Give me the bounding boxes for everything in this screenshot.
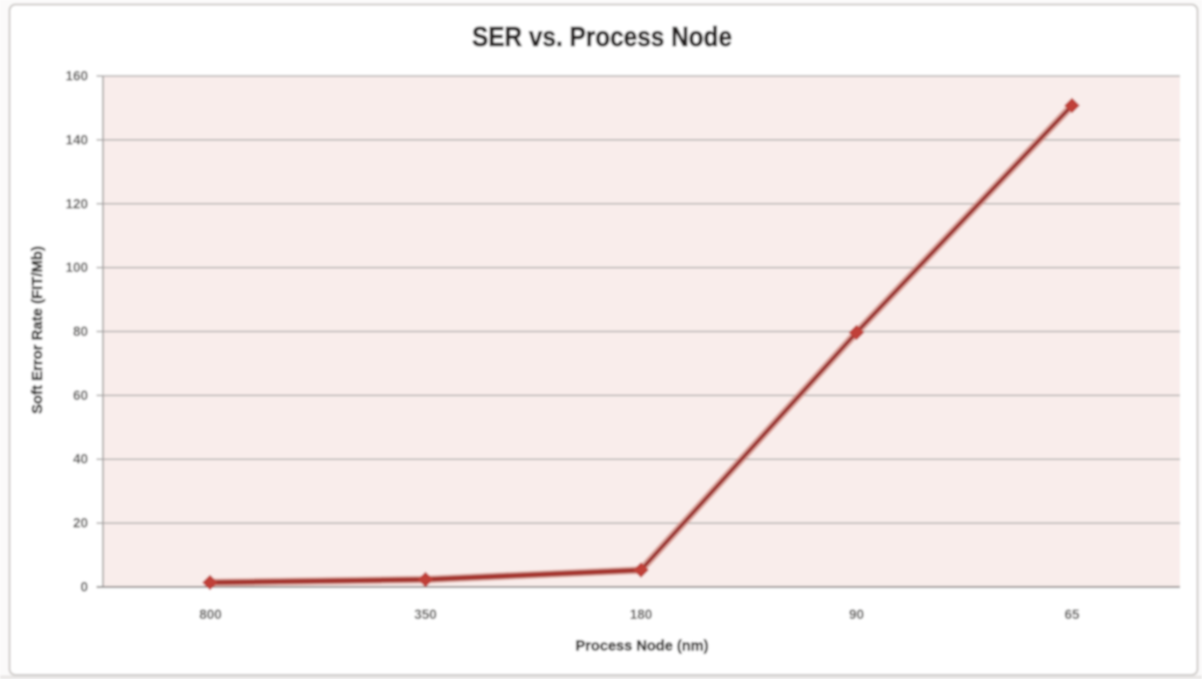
svg-text:80: 80	[73, 324, 88, 339]
svg-text:800: 800	[199, 607, 222, 622]
svg-text:350: 350	[414, 607, 437, 622]
svg-text:40: 40	[73, 452, 88, 467]
svg-text:160: 160	[65, 69, 88, 84]
svg-text:65: 65	[1064, 607, 1080, 622]
svg-text:100: 100	[65, 260, 88, 275]
svg-text:Process Node (nm): Process Node (nm)	[576, 639, 709, 655]
svg-text:90: 90	[849, 607, 864, 622]
svg-text:0: 0	[80, 580, 88, 595]
svg-text:20: 20	[73, 516, 88, 531]
svg-text:120: 120	[65, 196, 88, 211]
svg-text:SER vs. Process Node: SER vs. Process Node	[472, 21, 732, 52]
svg-text:60: 60	[73, 388, 88, 403]
svg-text:140: 140	[65, 132, 88, 147]
svg-text:Soft Error Rate (FIT/Mb): Soft Error Rate (FIT/Mb)	[29, 246, 46, 414]
svg-text:180: 180	[630, 607, 653, 622]
